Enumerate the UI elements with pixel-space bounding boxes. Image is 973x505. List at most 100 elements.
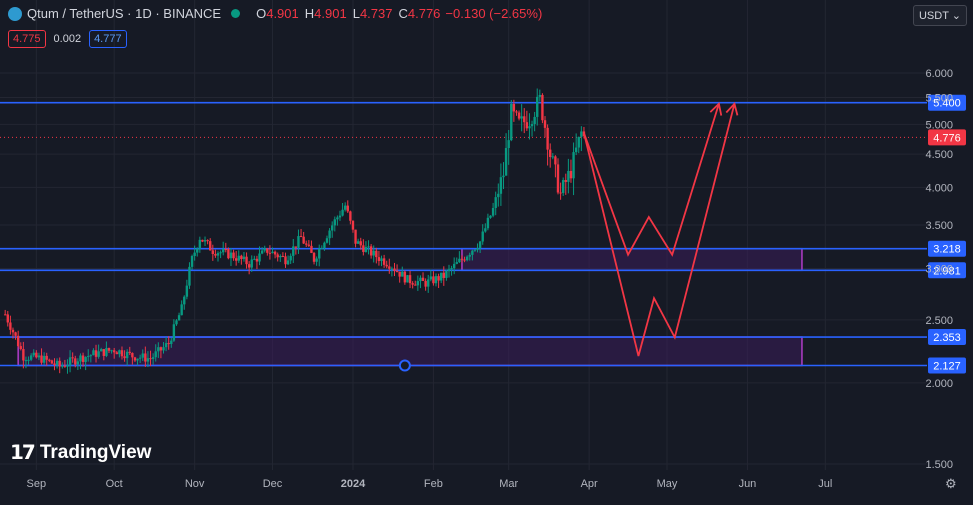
candle-body (292, 246, 295, 256)
candle-body (362, 245, 365, 252)
candle-body (133, 357, 137, 361)
candle-body (118, 350, 121, 355)
candle-body (328, 230, 331, 239)
candle-body (105, 348, 108, 356)
symbol-title[interactable]: Qtum / TetherUS · 1D · BINANCE (27, 6, 222, 21)
candle-body (29, 355, 33, 360)
x-tick-label: Sep (27, 478, 47, 490)
y-tick-label: 5.500 (925, 93, 953, 105)
y-tick-label: 2.000 (925, 378, 953, 390)
projection-arrowhead (725, 101, 739, 116)
x-tick-label: Jun (739, 478, 757, 490)
candle-body (35, 352, 38, 358)
candle-body (27, 359, 30, 361)
market-status-icon (231, 9, 241, 18)
candle-body (211, 250, 215, 255)
projection-arrowhead (709, 101, 723, 116)
candle-body (232, 252, 235, 259)
candle-body (92, 350, 95, 356)
candle-body (359, 241, 362, 246)
candle-body (206, 240, 209, 242)
candle-body (561, 180, 565, 193)
candle-body (406, 275, 409, 283)
candle-body (297, 236, 300, 248)
change-value: −0.130 (−2.65%) (445, 6, 543, 21)
candle-body (154, 351, 157, 358)
candle-body (87, 356, 90, 358)
tradingview-logo: 𝟭𝟳 TradingView (10, 440, 151, 465)
level-label: 2.353 (933, 332, 961, 344)
candle-body (567, 170, 570, 182)
candle-body (177, 315, 181, 321)
candle-body (240, 255, 243, 260)
level-label-bg (928, 94, 966, 111)
candle-body (299, 236, 303, 238)
candle-body (395, 270, 399, 272)
high-value: 4.901 (314, 6, 347, 21)
x-tick-label: Oct (106, 478, 123, 490)
candle-body (502, 175, 505, 178)
candle-body (224, 249, 227, 251)
qtum-logo-icon (8, 6, 22, 21)
candle-body (201, 239, 204, 242)
candle-body (512, 103, 516, 112)
candle-body (183, 296, 186, 305)
candle-body (476, 248, 479, 250)
candle-body (110, 350, 113, 352)
candle-body (333, 219, 336, 226)
x-tick-label: Dec (263, 478, 283, 490)
candle-body (71, 357, 74, 359)
candle-body (263, 248, 266, 251)
candle-body (89, 355, 93, 357)
candle-body (408, 275, 412, 284)
candle-body (463, 259, 466, 261)
candle-body (377, 257, 381, 262)
candle-body (499, 177, 503, 194)
x-tick-label: Jul (818, 478, 832, 490)
candle-body (523, 116, 526, 123)
candle-body (484, 228, 487, 232)
candle-body (55, 360, 59, 366)
candle-body (369, 246, 373, 256)
candle-body (323, 242, 326, 249)
candle-body (74, 358, 77, 365)
candle-body (170, 340, 173, 344)
candle-body (554, 156, 557, 165)
candle-body (556, 164, 560, 193)
bid-box[interactable]: 4.775 (8, 30, 46, 48)
low-label: L (352, 6, 360, 21)
candle-body (258, 253, 261, 262)
candle-body (250, 259, 253, 268)
candle-body (491, 208, 495, 216)
ask-box[interactable]: 4.777 (89, 30, 127, 48)
candle-body (172, 324, 176, 341)
candle-body (112, 350, 116, 353)
candle-body (388, 266, 391, 269)
candle-body (305, 243, 308, 245)
projection-lines (583, 101, 739, 357)
last-price-label-bg (928, 129, 966, 146)
candle-body (6, 314, 9, 323)
candle-body (318, 248, 321, 259)
candle-body (66, 365, 69, 367)
candle-body (227, 249, 230, 259)
currency-button[interactable]: USDT ⌄ (912, 5, 967, 26)
candle-body (11, 329, 15, 333)
level-label: 2.127 (933, 360, 961, 372)
candle-body (367, 246, 370, 248)
candle-body (37, 355, 41, 358)
candle-body (273, 251, 277, 255)
candle-body (465, 256, 469, 261)
candle-body (151, 357, 155, 359)
settings-gear-icon[interactable]: ⚙ (945, 476, 957, 491)
candle-body (432, 276, 435, 284)
candle-body (315, 258, 318, 262)
candle-body (341, 209, 344, 216)
horizontal-levels: 5.400 3.218 2.981 2.353 2.127 4.776 (0, 94, 966, 374)
chevron-down-icon: ⌄ (951, 10, 961, 22)
candle-body (180, 304, 183, 316)
candle-body (58, 360, 61, 367)
candle-body (429, 276, 433, 280)
